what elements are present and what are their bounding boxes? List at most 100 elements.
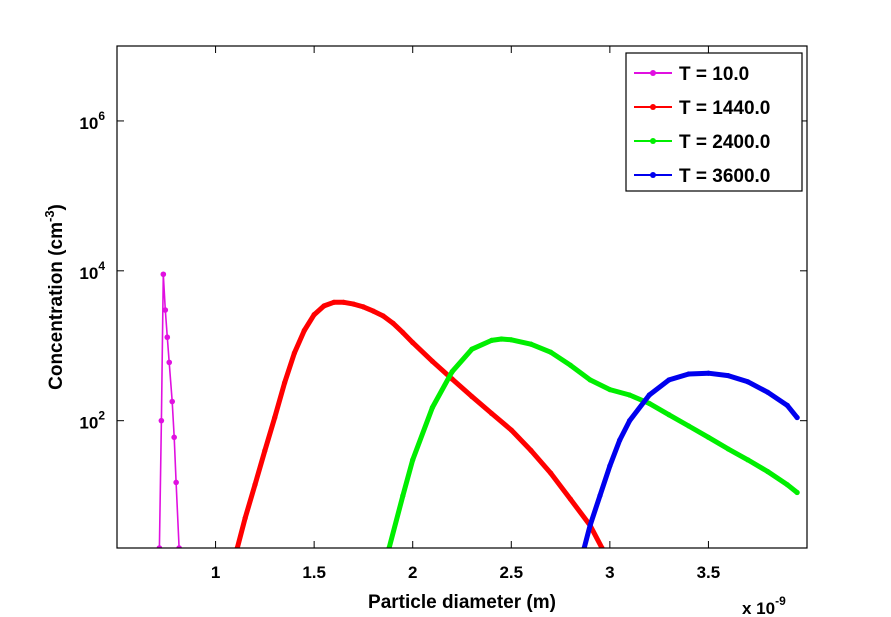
series-2-point-12 — [587, 377, 593, 383]
series-1-point-28 — [599, 545, 605, 548]
series-2-point-0 — [386, 545, 392, 548]
series-3-point-2 — [597, 493, 603, 499]
series-2-point-9 — [528, 341, 534, 347]
x-tick-label-2: 2 — [408, 563, 417, 582]
series-2-point-23 — [794, 489, 800, 496]
x-axis-label: Particle diameter (m) — [368, 592, 556, 613]
series-1-point-18 — [410, 340, 416, 346]
series-3-point-13 — [784, 402, 790, 408]
y-axis-label: Concentration (cm-3) — [42, 204, 67, 390]
legend-marker-0 — [650, 70, 656, 76]
series-0-point-5 — [166, 359, 173, 366]
series-1-point-12 — [350, 301, 357, 307]
series-layer — [156, 271, 800, 548]
series-0-point-4 — [164, 334, 171, 341]
series-1-point-22 — [488, 410, 495, 417]
series-1-point-15 — [380, 313, 386, 319]
series-2-point-21 — [764, 468, 771, 475]
series-1-point-5 — [281, 380, 288, 386]
series-2-point-17 — [686, 423, 692, 429]
series-1-point-4 — [272, 414, 278, 421]
series-1-point-8 — [311, 312, 317, 318]
series-2-point-7 — [498, 336, 505, 342]
series-3-point-1 — [587, 522, 593, 529]
series-0-point-3 — [162, 307, 169, 313]
legend-entries: T = 10.0 T = 1440.0 T = 2400.0 T = 3600.0 — [634, 64, 770, 187]
series-1-point-6 — [291, 350, 298, 356]
series-2-point-14 — [626, 392, 633, 398]
series-2-point-5 — [469, 346, 475, 352]
series-1-point-11 — [341, 299, 347, 305]
series-2-point-2 — [410, 457, 416, 463]
series-2-point-18 — [705, 434, 712, 440]
series-3-point-10 — [725, 372, 731, 379]
series-1-point-26 — [567, 496, 574, 502]
series-2-point-11 — [567, 362, 574, 368]
series-2-point-10 — [548, 349, 554, 355]
series-2-point-8 — [508, 337, 514, 343]
series-3-point-8 — [686, 371, 692, 377]
x-tick-label-1: 1.5 — [302, 563, 326, 582]
ticks-layer: 1 1.5 2 2.5 3 3.5 102 104 106 — [79, 46, 807, 582]
series-2-point-1 — [400, 493, 406, 499]
series-2-point-19 — [725, 446, 731, 452]
plot-frame — [116, 45, 808, 549]
series-1-point-21 — [469, 393, 475, 400]
y-tick-label-0: 102 — [79, 409, 105, 433]
series-1-point-13 — [360, 304, 367, 310]
series-1-point-16 — [390, 320, 396, 326]
series-3-point-0 — [581, 545, 587, 548]
series-1-point-7 — [301, 327, 307, 334]
legend-box — [625, 52, 803, 192]
series-2-point-20 — [745, 457, 751, 463]
legend-label-1: T = 1440.0 — [679, 98, 770, 119]
series-3-point-9 — [705, 370, 712, 376]
series-line-0 — [158, 273, 180, 548]
series-3-point-6 — [646, 392, 652, 398]
series-3-point-12 — [764, 389, 771, 395]
series-3-point-5 — [626, 418, 633, 424]
y-tick-label-2: 106 — [79, 109, 105, 133]
series-2-point-13 — [607, 386, 613, 393]
series-2-point-4 — [449, 369, 455, 375]
y-tick-label-1: 104 — [79, 259, 105, 283]
series-0-point-0 — [156, 545, 163, 548]
series-2-point-22 — [784, 482, 790, 488]
series-0-point-1 — [158, 417, 165, 424]
x-tick-label-0: 1 — [211, 563, 220, 582]
series-0-point-6 — [169, 398, 175, 405]
series-1-point-10 — [331, 299, 337, 305]
series-3-point-3 — [607, 463, 613, 469]
series-0-point-8 — [173, 479, 179, 486]
series-1-point-9 — [321, 303, 327, 309]
series-2-point-3 — [429, 404, 436, 411]
series-3-point-4 — [617, 437, 623, 443]
series-1-point-19 — [429, 358, 436, 364]
series-1-point-3 — [262, 447, 268, 454]
series-1-point-25 — [548, 470, 554, 476]
series-3-point-7 — [666, 377, 672, 383]
x-tick-label-3: 2.5 — [499, 563, 523, 582]
series-1-point-1 — [242, 515, 248, 521]
series-1-point-17 — [400, 329, 406, 336]
legend-label-0: T = 10.0 — [679, 64, 749, 85]
legend-label-2: T = 2400.0 — [679, 132, 770, 153]
x-tick-label-4: 3 — [605, 563, 614, 582]
x-axis-multiplier: x 10-9 — [742, 594, 786, 617]
series-0-point-9 — [176, 545, 182, 548]
series-1-point-23 — [508, 427, 514, 433]
series-3-point-11 — [745, 379, 751, 385]
series-2-point-16 — [666, 412, 672, 418]
legend-marker-3 — [650, 172, 656, 178]
series-1-point-24 — [528, 447, 534, 454]
series-1-point-14 — [370, 308, 376, 314]
series-1-point-2 — [252, 482, 258, 488]
series-2-point-15 — [646, 400, 652, 407]
legend-marker-1 — [650, 104, 656, 110]
series-2-point-6 — [488, 337, 495, 343]
x-tick-label-5: 3.5 — [697, 563, 721, 582]
series-0-point-7 — [171, 434, 177, 441]
series-1-point-0 — [234, 545, 240, 548]
legend-label-3: T = 3600.0 — [679, 166, 770, 187]
